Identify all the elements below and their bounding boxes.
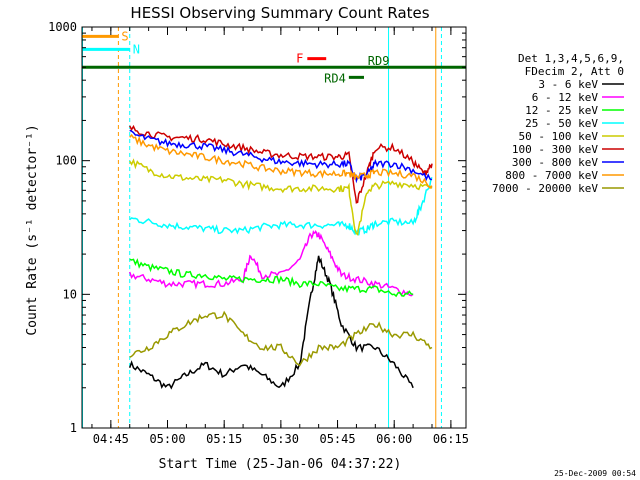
series-line: [129, 129, 433, 184]
x-tick-label: 05:15: [206, 432, 242, 446]
x-tick-label: 06:00: [376, 432, 412, 446]
y-tick-label: 10: [63, 287, 77, 301]
legend-header-line: Det 1,3,4,5,6,9,: [518, 52, 624, 65]
legend-entry-label: 6 - 12 keV: [532, 91, 599, 104]
series-line: [129, 310, 433, 367]
series-line: [129, 133, 433, 190]
y-axis-label: Count Rate (s⁻¹ detector⁻¹): [25, 124, 40, 335]
y-tick-label: 100: [55, 154, 77, 168]
flag-marker-label: S: [121, 29, 128, 43]
flag-marker-label: RD9: [368, 54, 390, 68]
x-tick-label: 05:30: [263, 432, 299, 446]
chart-title: HESSI Observing Summary Count Rates: [130, 4, 429, 22]
series-line: [129, 124, 433, 204]
legend-entry-label: 300 - 800 keV: [512, 156, 598, 169]
flag-marker-label: N: [133, 42, 140, 56]
legend-entry-label: 50 - 100 keV: [519, 130, 599, 143]
legend-entry-label: 12 - 25 keV: [525, 104, 598, 117]
legend-entry-label: 100 - 300 keV: [512, 143, 598, 156]
legend-entry-label: 25 - 50 keV: [525, 117, 598, 130]
series-line: [128, 255, 414, 390]
date-stamp: 25-Dec-2009 00:54: [554, 469, 636, 478]
legend-entry-label: 800 - 7000 keV: [505, 169, 598, 182]
series-line: [129, 177, 433, 236]
series-line: [128, 230, 414, 297]
legend: Det 1,3,4,5,6,9,FDecim 2, Att 03 - 6 keV…: [492, 52, 624, 195]
y-tick-label: 1000: [48, 20, 77, 34]
flag-marker-label: RD4: [324, 71, 346, 85]
x-axis-label: Start Time (25-Jan-06 04:37:22): [159, 457, 402, 472]
series-line: [129, 158, 433, 236]
x-tick-label: 05:45: [319, 432, 355, 446]
legend-entry-label: 3 - 6 keV: [538, 78, 598, 91]
y-tick-label: 1: [70, 421, 77, 435]
series-line: [129, 258, 414, 298]
x-tick-label: 06:15: [433, 432, 469, 446]
x-tick-label: 04:45: [93, 432, 129, 446]
legend-header-line: FDecim 2, Att 0: [525, 65, 624, 78]
plot-frame: [81, 26, 467, 429]
x-tick-label: 05:00: [149, 432, 185, 446]
flag-marker-label: F: [296, 52, 303, 66]
legend-entry-label: 7000 - 20000 keV: [492, 182, 598, 195]
